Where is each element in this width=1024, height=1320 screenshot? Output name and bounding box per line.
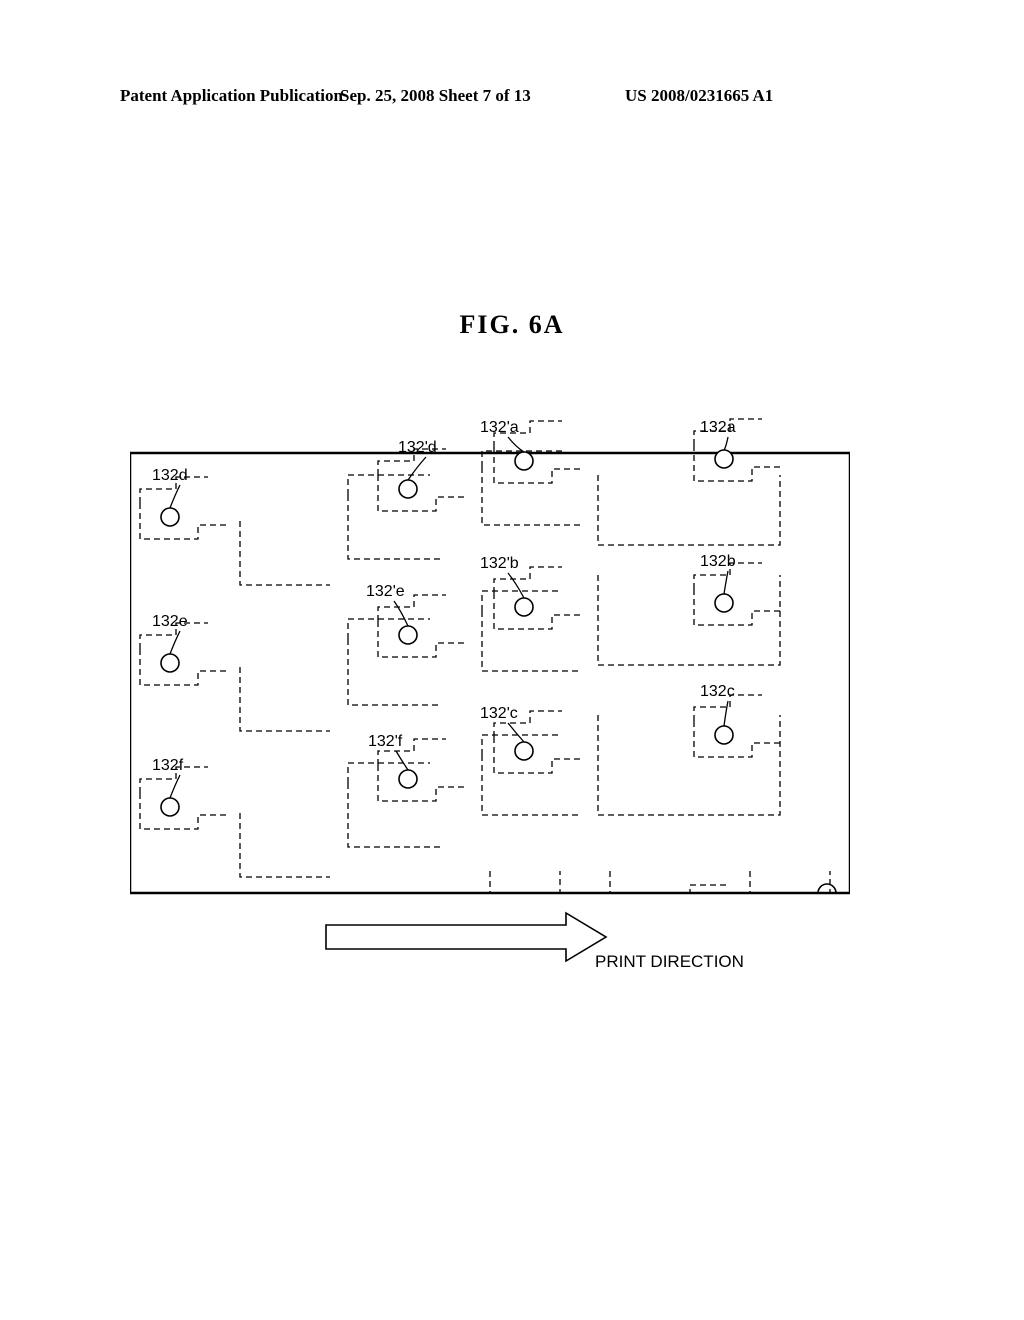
figure-diagram (130, 415, 850, 975)
nozzle-label-132d: 132d (152, 467, 188, 485)
nozzle-label-132a: 132a (700, 419, 736, 437)
figure-title: FIG. 6A (0, 310, 1024, 340)
header-right: US 2008/0231665 A1 (625, 86, 773, 106)
header-center: Sep. 25, 2008 Sheet 7 of 13 (340, 86, 531, 106)
nozzle-label-132'a: 132'a (480, 419, 519, 437)
nozzle-label-132f: 132f (152, 757, 183, 775)
print-direction-label: PRINT DIRECTION (595, 952, 744, 972)
nozzle-label-132'b: 132'b (480, 555, 519, 573)
nozzle-label-132'e: 132'e (366, 583, 405, 601)
nozzle-label-132'f: 132'f (368, 733, 402, 751)
nozzle-label-132e: 132e (152, 613, 188, 631)
nozzle-label-132c: 132c (700, 683, 735, 701)
header-left: Patent Application Publication (120, 86, 343, 106)
nozzle-label-132b: 132b (700, 553, 736, 571)
nozzle-label-132'c: 132'c (480, 705, 518, 723)
nozzle-label-132'd: 132'd (398, 439, 437, 457)
